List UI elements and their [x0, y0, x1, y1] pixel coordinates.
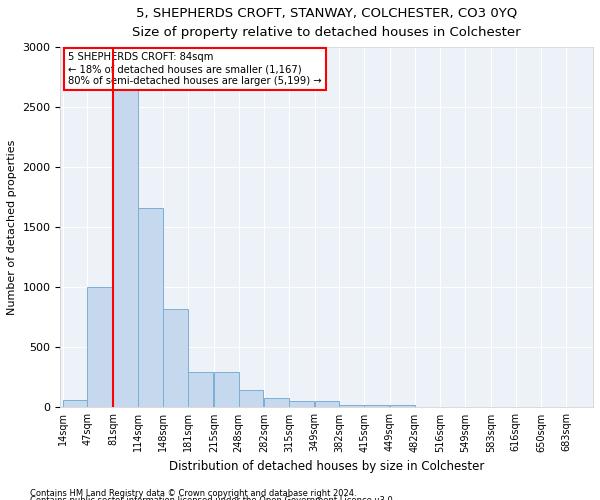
- Text: 5 SHEPHERDS CROFT: 84sqm
← 18% of detached houses are smaller (1,167)
80% of sem: 5 SHEPHERDS CROFT: 84sqm ← 18% of detach…: [68, 52, 322, 86]
- Bar: [113, 50, 138, 408]
- Bar: [188, 372, 213, 408]
- Bar: [88, 288, 112, 408]
- X-axis label: Distribution of detached houses by size in Colchester: Distribution of detached houses by size …: [169, 460, 484, 473]
- Bar: [364, 405, 389, 407]
- Bar: [62, 400, 88, 407]
- Text: Contains HM Land Registry data © Crown copyright and database right 2024.: Contains HM Land Registry data © Crown c…: [30, 488, 356, 498]
- Bar: [214, 372, 239, 408]
- Bar: [289, 401, 314, 407]
- Bar: [340, 405, 364, 407]
- Title: 5, SHEPHERDS CROFT, STANWAY, COLCHESTER, CO3 0YQ
Size of property relative to de: 5, SHEPHERDS CROFT, STANWAY, COLCHESTER,…: [133, 7, 521, 39]
- Bar: [314, 401, 340, 407]
- Y-axis label: Number of detached properties: Number of detached properties: [7, 140, 17, 315]
- Bar: [264, 398, 289, 407]
- Bar: [239, 390, 263, 407]
- Text: Contains public sector information licensed under the Open Government Licence v3: Contains public sector information licen…: [30, 496, 395, 500]
- Bar: [390, 405, 415, 407]
- Bar: [163, 309, 188, 408]
- Bar: [138, 208, 163, 408]
